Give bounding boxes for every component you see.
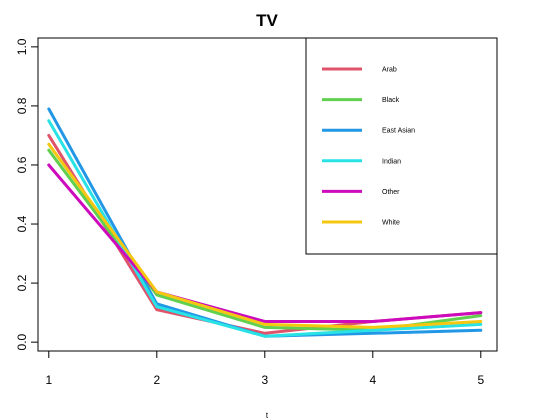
chart-title: TV	[256, 11, 278, 30]
x-tick-label: 2	[153, 373, 160, 387]
x-tick-label: 5	[477, 373, 484, 387]
legend-label: East Asian	[382, 128, 415, 135]
y-tick-label: 0.4	[15, 215, 29, 232]
series-line-other	[47, 163, 483, 323]
y-tick-label: 0.8	[15, 97, 29, 114]
legend-label: Black	[382, 97, 400, 104]
legend-label: Arab	[382, 67, 397, 74]
y-tick-label: 0.6	[15, 156, 29, 173]
legend-label: White	[382, 220, 400, 227]
x-tick-label: 4	[369, 373, 376, 387]
x-tick-label: 3	[261, 373, 268, 387]
x-tick-label: 1	[45, 373, 52, 387]
y-tick-label: 0.2	[15, 274, 29, 291]
axes: 1 2 3 4 5 0.0 0.2 0.4 0.6 0.8 1.0	[15, 37, 498, 387]
series-line-white	[47, 142, 483, 329]
legend-label: Other	[382, 189, 400, 196]
x-axis-label: t	[266, 411, 269, 419]
plot-area	[47, 107, 483, 338]
legend-box	[305, 37, 498, 255]
legend-label: Indian	[382, 158, 401, 165]
legend: Arab Black East Asian Indian Other White	[305, 37, 498, 255]
y-tick-label: 1.0	[15, 38, 29, 55]
y-tick-label: 0.0	[15, 333, 29, 350]
